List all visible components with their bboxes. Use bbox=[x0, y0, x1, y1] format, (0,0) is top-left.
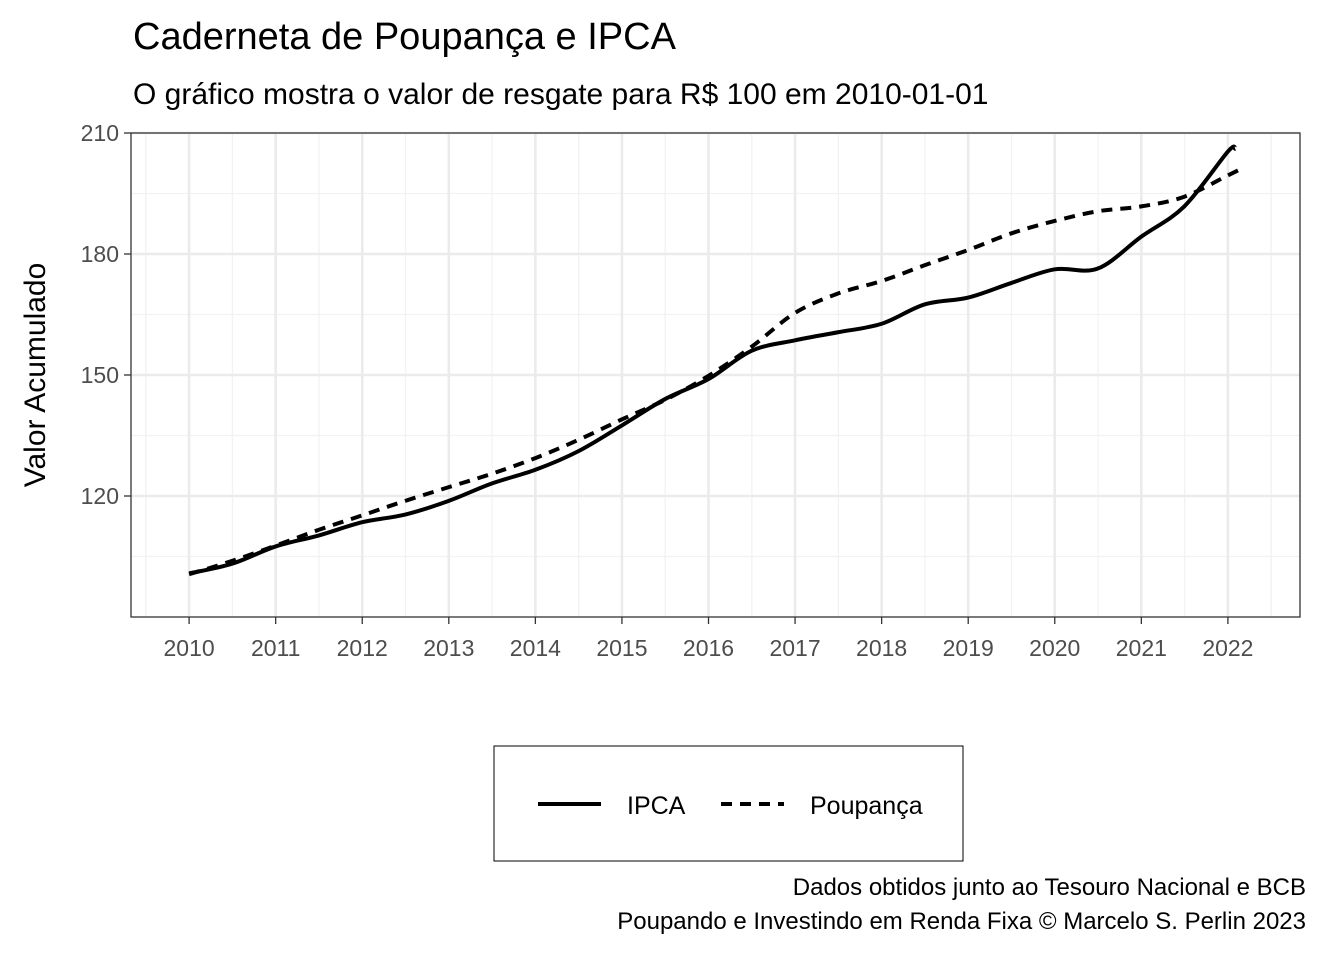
x-tick-label: 2011 bbox=[251, 635, 300, 661]
caption-source: Dados obtidos junto ao Tesouro Nacional … bbox=[792, 874, 1306, 901]
x-tick-label: 2017 bbox=[769, 635, 820, 661]
chart-title: Caderneta de Poupança e IPCA bbox=[133, 16, 676, 58]
y-axis-label: Valor Acumulado bbox=[19, 263, 52, 488]
x-tick-label: 2015 bbox=[596, 635, 647, 661]
y-tick-label: 150 bbox=[81, 362, 119, 388]
x-tick-label: 2018 bbox=[856, 635, 907, 661]
y-tick-label: 180 bbox=[81, 241, 119, 267]
x-tick-label: 2010 bbox=[164, 635, 215, 661]
x-tick-label: 2021 bbox=[1116, 635, 1167, 661]
y-tick-label: 120 bbox=[81, 483, 119, 509]
x-tick-label: 2019 bbox=[943, 635, 994, 661]
x-tick-label: 2012 bbox=[337, 635, 388, 661]
x-tick-label: 2020 bbox=[1029, 635, 1080, 661]
legend: IPCA Poupança bbox=[493, 745, 964, 862]
caption-credit: Poupando e Investindo em Renda Fixa © Ma… bbox=[617, 908, 1306, 935]
x-tick-label: 2014 bbox=[510, 635, 561, 661]
x-tick-label: 2022 bbox=[1202, 635, 1253, 661]
x-tick-label: 2013 bbox=[423, 635, 474, 661]
series-line-ipca bbox=[188, 144, 1238, 576]
legend-label-ipca: IPCA bbox=[627, 792, 686, 820]
x-tick-label: 2016 bbox=[683, 635, 734, 661]
legend-label-poupanca: Poupança bbox=[810, 792, 923, 820]
y-tick-label: 210 bbox=[81, 120, 119, 146]
chart-subtitle: O gráfico mostra o valor de resgate para… bbox=[133, 78, 989, 111]
